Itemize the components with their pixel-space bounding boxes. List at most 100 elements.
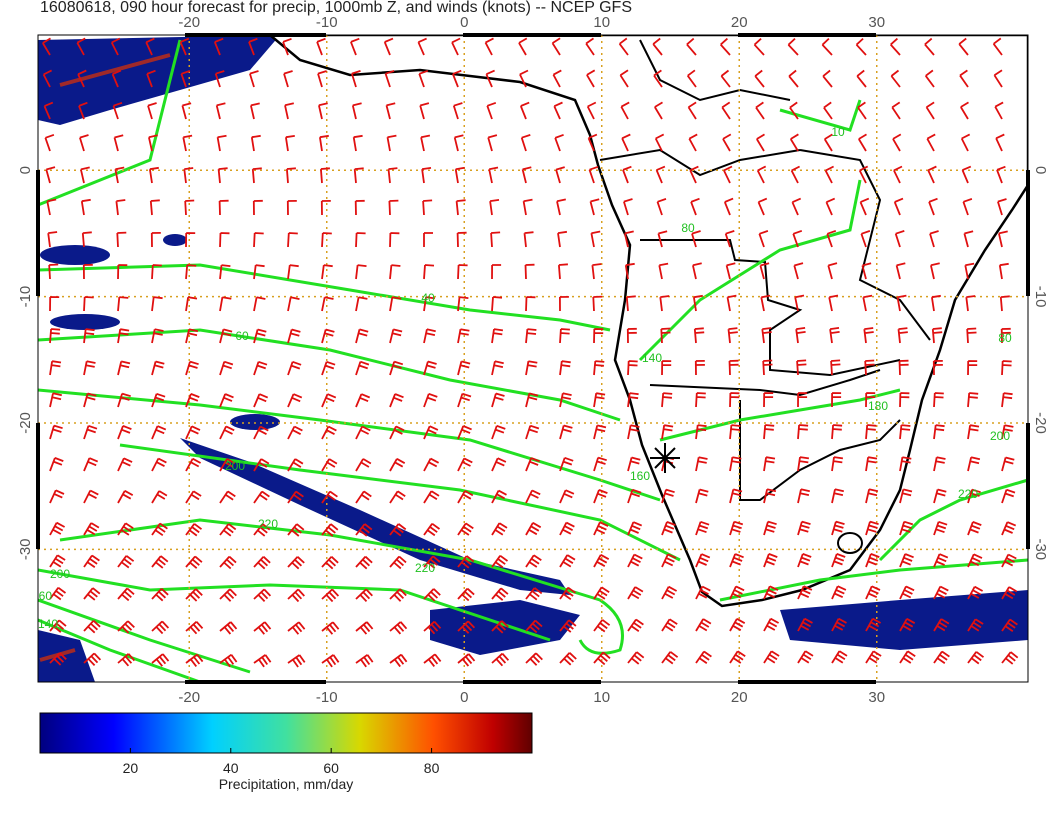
y-tick-label: -30 <box>1032 538 1049 560</box>
wind-barb <box>998 262 1009 280</box>
wind-barb <box>831 585 847 600</box>
wind-barb <box>321 458 338 472</box>
wind-barb <box>217 167 228 184</box>
wind-barb <box>287 490 304 504</box>
wind-barb <box>287 458 304 472</box>
wind-barb <box>865 650 882 664</box>
contour-label: 140 <box>642 351 662 365</box>
wind-barb <box>855 37 867 56</box>
wind-barb <box>83 424 98 440</box>
title: 16080618, 090 hour forecast for precip, … <box>40 0 632 16</box>
wind-barb <box>661 618 678 632</box>
wind-barb <box>593 521 609 536</box>
wind-barb <box>1001 392 1013 408</box>
wind-barb <box>627 392 639 408</box>
wind-barb <box>797 585 813 600</box>
wind-barb <box>865 488 879 504</box>
wind-barb <box>389 360 404 376</box>
wind-barb <box>1001 456 1015 472</box>
wind-barb <box>355 360 370 376</box>
y-tick-label: 0 <box>17 166 34 174</box>
wind-barb <box>253 490 270 504</box>
wind-barb <box>219 523 237 537</box>
wind-barb <box>389 621 408 635</box>
wind-barb <box>453 134 464 152</box>
wind-barb <box>287 296 300 312</box>
wind-barb <box>789 133 799 152</box>
wind-barb <box>185 360 199 376</box>
wind-barb <box>822 69 833 88</box>
wind-barb <box>321 232 332 248</box>
wind-barb <box>253 232 264 248</box>
wind-barb <box>83 554 100 568</box>
wind-barb <box>420 134 431 152</box>
wind-barb <box>729 618 746 632</box>
wind-barb <box>49 296 60 312</box>
wind-barb <box>83 587 101 601</box>
wind-barb <box>960 133 971 152</box>
wind-barb <box>219 393 234 408</box>
wind-barb <box>627 456 641 472</box>
wind-barb <box>831 424 843 440</box>
wind-barb <box>729 520 744 536</box>
wind-barb <box>117 392 131 408</box>
wind-barb <box>282 37 292 56</box>
wind-barb <box>185 588 203 602</box>
wind-barb <box>763 617 780 632</box>
wind-barb <box>722 133 732 152</box>
wind-barb <box>423 620 442 635</box>
wind-barb <box>695 553 711 568</box>
wind-barb <box>899 392 910 408</box>
wind-barb <box>932 360 943 376</box>
wind-barb <box>695 585 711 600</box>
wind-barb <box>692 262 702 280</box>
wind-barb <box>457 425 472 440</box>
wind-barb <box>321 328 335 344</box>
wind-barb <box>933 618 950 632</box>
wind-barb <box>151 588 169 602</box>
wind-barb <box>219 232 230 248</box>
wind-barb <box>355 523 373 537</box>
wind-barb <box>729 424 741 440</box>
wind-barb <box>864 359 875 376</box>
wind-barb <box>219 621 238 635</box>
wind-barb <box>42 69 53 88</box>
wind-barb <box>831 488 844 504</box>
wind-barb <box>593 392 606 408</box>
wind-barb <box>253 264 265 280</box>
wind-barb <box>518 37 528 56</box>
wind-barb <box>151 392 166 408</box>
wind-barb <box>519 69 529 88</box>
wind-barb <box>180 70 191 88</box>
wind-barb <box>933 456 946 472</box>
wind-barb <box>491 587 509 601</box>
wind-barb <box>763 488 777 504</box>
wind-barb <box>967 585 984 600</box>
wind-barb <box>287 588 305 603</box>
wind-barb <box>661 585 678 600</box>
wind-barb <box>931 294 941 312</box>
wind-barb <box>622 165 632 184</box>
wind-barb <box>486 101 497 120</box>
wind-barb <box>182 134 193 152</box>
wind-barb <box>992 37 1003 56</box>
wind-barb <box>760 294 771 312</box>
wind-barb <box>355 490 372 504</box>
wind-barb <box>423 457 440 472</box>
contour-label: 200 <box>990 429 1010 443</box>
wind-barb <box>491 392 505 408</box>
wind-barb <box>687 101 697 120</box>
wind-barb <box>559 328 570 344</box>
wind-barb <box>895 262 906 280</box>
wind-barb <box>763 392 774 408</box>
wind-barb <box>185 296 198 312</box>
wind-barb <box>389 588 407 602</box>
wind-barb <box>994 101 1004 120</box>
wind-barb <box>763 456 776 472</box>
y-tick-label: 0 <box>1032 166 1049 174</box>
wind-barb <box>899 424 911 440</box>
wind-barb <box>215 102 226 120</box>
wind-barb <box>693 327 705 344</box>
contour-label: 140 <box>38 617 58 631</box>
wind-barb <box>219 653 238 668</box>
